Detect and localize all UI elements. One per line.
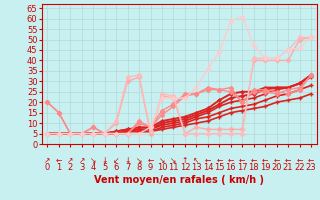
Text: ↙: ↙ (113, 156, 119, 165)
Text: ↓: ↓ (101, 156, 108, 165)
Text: ←: ← (308, 156, 314, 165)
Text: ←: ← (205, 156, 211, 165)
Text: ↗: ↗ (78, 156, 85, 165)
Text: ←: ← (251, 156, 257, 165)
Text: ↑: ↑ (182, 156, 188, 165)
Text: ←: ← (216, 156, 222, 165)
Text: ↘: ↘ (170, 156, 177, 165)
Text: ←: ← (56, 156, 62, 165)
Text: ←: ← (228, 156, 234, 165)
Text: ←: ← (239, 156, 245, 165)
Text: ↗: ↗ (67, 156, 74, 165)
Text: ↓: ↓ (124, 156, 131, 165)
Text: ↖: ↖ (193, 156, 200, 165)
Text: ←: ← (147, 156, 154, 165)
Text: ←: ← (296, 156, 303, 165)
Text: ↘: ↘ (159, 156, 165, 165)
Text: ↘: ↘ (136, 156, 142, 165)
Text: ←: ← (274, 156, 280, 165)
X-axis label: Vent moyen/en rafales ( km/h ): Vent moyen/en rafales ( km/h ) (94, 175, 264, 185)
Text: ←: ← (285, 156, 291, 165)
Text: ←: ← (262, 156, 268, 165)
Text: ↘: ↘ (90, 156, 96, 165)
Text: ↗: ↗ (44, 156, 51, 165)
